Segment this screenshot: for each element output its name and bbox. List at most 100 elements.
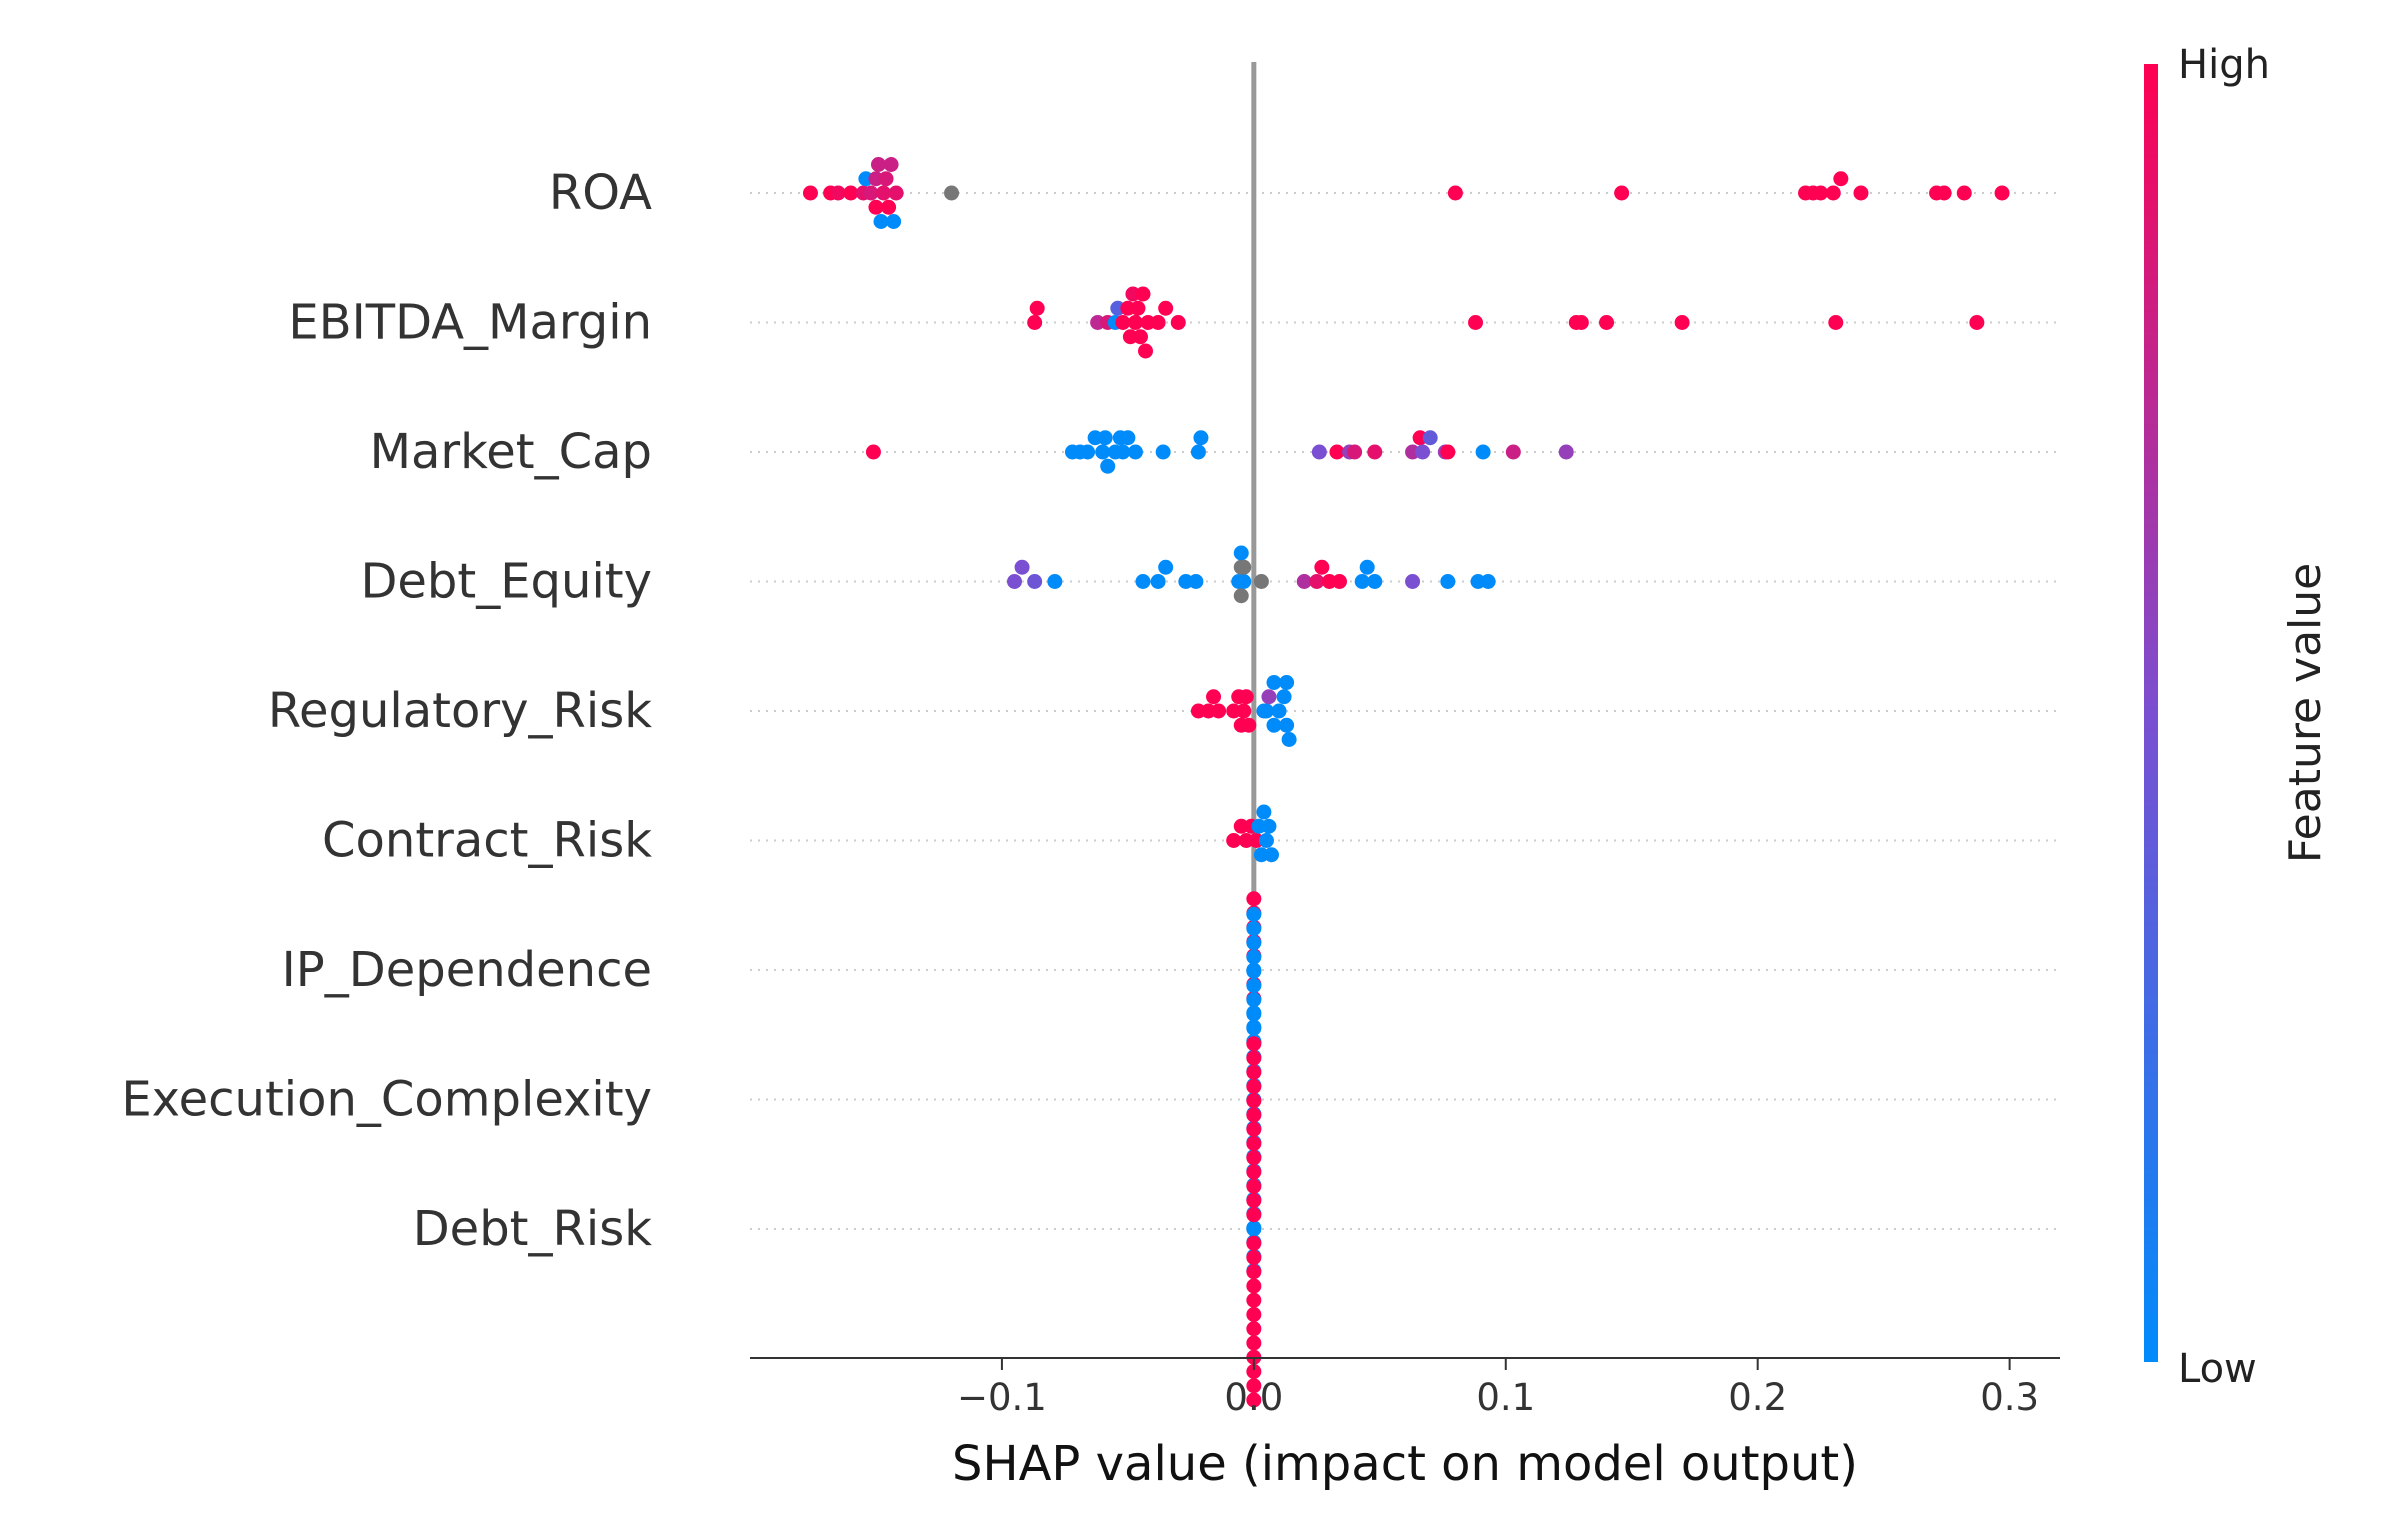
shap-point	[1246, 1064, 1262, 1080]
shap-point	[1097, 430, 1113, 446]
shap-point	[1246, 1150, 1262, 1166]
shap-point	[1226, 833, 1242, 848]
shap-point	[1475, 444, 1491, 460]
shap-point	[1246, 1392, 1262, 1408]
feature-label: Regulatory_Risk	[268, 683, 652, 739]
shap-point	[1130, 300, 1146, 316]
shap-point	[1246, 891, 1262, 907]
shap-point	[1246, 992, 1262, 1008]
shap-point	[1027, 574, 1043, 589]
shap-point	[1236, 703, 1252, 719]
shap-point	[1135, 574, 1151, 589]
shap-point	[1047, 574, 1063, 589]
shap-point	[1936, 185, 1952, 201]
shap-point	[1311, 444, 1327, 460]
shap-point	[1266, 675, 1282, 690]
x-tick-label: 0.3	[1980, 1376, 2039, 1419]
feature-label: ROA	[549, 165, 652, 221]
shap-point	[1127, 444, 1143, 460]
shap-point	[1279, 675, 1295, 690]
shap-point	[1127, 315, 1143, 330]
shap-point	[1246, 1164, 1262, 1180]
shap-point	[1674, 315, 1690, 330]
shap-point	[1246, 1292, 1262, 1308]
shap-point	[1150, 574, 1166, 589]
shap-point	[1206, 689, 1222, 705]
shap-point	[888, 185, 904, 201]
shap-point	[1246, 1020, 1262, 1036]
shap-point	[878, 171, 894, 187]
shap-point	[1271, 703, 1287, 719]
shap-point	[1296, 574, 1312, 589]
shap-point	[1813, 185, 1829, 201]
shap-point	[865, 444, 881, 460]
shap-point	[1095, 444, 1111, 460]
shap-point	[883, 157, 899, 172]
shap-point	[1440, 574, 1456, 589]
shap-point	[1505, 444, 1521, 460]
feature-label: Debt_Risk	[413, 1201, 652, 1257]
shap-point	[1256, 804, 1272, 820]
shap-point	[1246, 1264, 1262, 1280]
shap-point	[1261, 818, 1277, 834]
x-tick-label: −0.1	[957, 1376, 1047, 1419]
shap-point	[1246, 1378, 1262, 1394]
shap-point	[1969, 315, 1985, 330]
shap-point	[1258, 833, 1274, 848]
shap-point	[1825, 185, 1841, 201]
shap-point	[1246, 1221, 1262, 1237]
shap-point	[1329, 444, 1345, 460]
shap-point	[1263, 847, 1279, 863]
shap-point	[1332, 574, 1347, 589]
shap-point	[1170, 315, 1186, 330]
shap-point	[870, 157, 886, 172]
shap-point	[881, 199, 897, 215]
shap-point	[1828, 315, 1844, 330]
shap-point	[1211, 703, 1227, 719]
shap-point	[1246, 978, 1262, 993]
shap-point	[1246, 1193, 1262, 1208]
shap-point	[1261, 689, 1277, 705]
shap-point	[1354, 574, 1370, 589]
shap-point	[1309, 574, 1325, 589]
shap-point	[1246, 906, 1262, 922]
shap-point	[1367, 444, 1383, 460]
shap-point	[802, 185, 818, 201]
shap-point	[1599, 315, 1615, 330]
shap-point	[1007, 574, 1023, 589]
shap-point	[1246, 1050, 1262, 1066]
shap-point	[1833, 171, 1849, 187]
shap-point	[1246, 1107, 1262, 1123]
shap-point	[1480, 574, 1496, 589]
feature-rows: ROA EBITDA_Margin Market_Cap Debt_Equity Reg…	[121, 165, 2060, 1257]
shap-point	[1155, 444, 1171, 460]
shap-point	[1246, 935, 1262, 951]
shap-point	[1135, 286, 1151, 302]
shap-point	[1080, 444, 1096, 460]
shap-point	[1150, 315, 1166, 330]
shap-point	[1115, 444, 1131, 460]
shap-point	[1246, 1121, 1262, 1137]
shap-point	[1405, 574, 1421, 589]
shap-point	[1158, 300, 1174, 316]
shap-point	[1468, 315, 1484, 330]
shap-point	[944, 185, 960, 201]
shap-point	[1246, 1364, 1262, 1379]
x-axis-label: SHAP value (impact on model output)	[952, 1436, 1858, 1492]
feature-label: Contract_Risk	[322, 813, 652, 869]
shap-point	[1347, 444, 1363, 460]
shap-point	[1253, 574, 1269, 589]
shap-point	[1246, 921, 1262, 936]
shap-point	[1246, 1136, 1262, 1151]
shap-point	[1238, 689, 1254, 705]
shap-point	[1276, 689, 1292, 705]
shap-point	[1246, 1335, 1262, 1351]
shap-point	[1188, 574, 1204, 589]
shap-point	[1241, 717, 1257, 733]
shap-point	[1029, 300, 1045, 316]
shap-point	[1440, 444, 1456, 460]
colorbar-high-label: High	[2178, 42, 2270, 88]
shap-point	[1115, 315, 1131, 330]
colorbar-title: Feature value	[2280, 563, 2331, 863]
